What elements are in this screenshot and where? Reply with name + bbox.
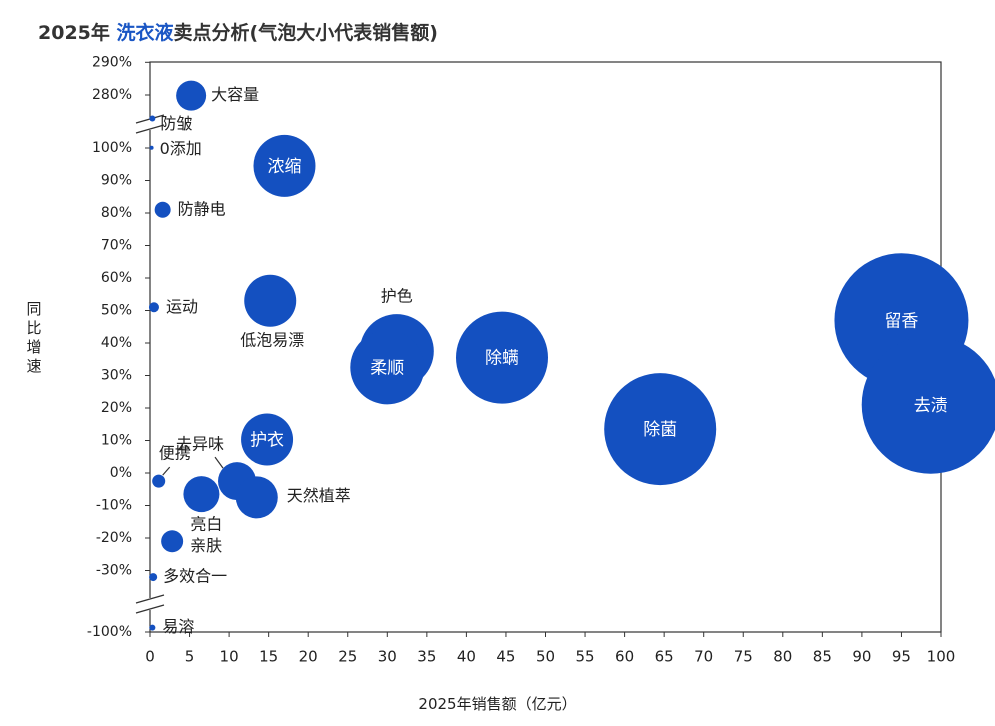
bubble-亲肤 bbox=[161, 530, 184, 553]
y-tick-label: 100% bbox=[92, 140, 132, 156]
x-tick-label: 95 bbox=[892, 648, 911, 666]
bubble-label-除菌: 除菌 bbox=[643, 420, 677, 440]
bubble-label-低泡易漂: 低泡易漂 bbox=[240, 330, 304, 349]
bubble-护衣 bbox=[241, 413, 294, 466]
bubble-除菌 bbox=[604, 373, 717, 486]
leader-line-便携 bbox=[162, 466, 171, 476]
x-tick-label: 75 bbox=[734, 648, 753, 666]
leader-line-去异味 bbox=[214, 456, 224, 469]
title-prefix: 2025年 bbox=[38, 22, 117, 44]
x-tick-label: 80 bbox=[773, 648, 792, 666]
x-tick-label: 5 bbox=[185, 648, 195, 666]
y-tick-label: 290% bbox=[92, 54, 132, 70]
bubble-label-多效合一: 多效合一 bbox=[163, 567, 227, 586]
y-tick-label: 40% bbox=[101, 335, 132, 351]
chart-title: 2025年 洗衣液卖点分析(气泡大小代表销售额) bbox=[38, 18, 438, 45]
bubble-便携 bbox=[152, 474, 166, 488]
axis-break-top-line bbox=[135, 124, 165, 134]
y-tick-label: 30% bbox=[101, 368, 132, 384]
title-highlight: 洗衣液 bbox=[116, 22, 174, 44]
bubble-label-亮白: 亮白 bbox=[190, 515, 222, 534]
bubble-天然植萃 bbox=[235, 476, 278, 519]
x-tick-label: 55 bbox=[576, 648, 595, 666]
y-tick-label: -10% bbox=[96, 498, 132, 514]
x-tick-label: 45 bbox=[496, 648, 515, 666]
x-tick-label: 60 bbox=[615, 648, 634, 666]
y-axis-label-text: 同比增速 bbox=[26, 300, 42, 375]
y-tick-label: 60% bbox=[101, 270, 132, 286]
bubble-label-浓缩: 浓缩 bbox=[267, 157, 301, 177]
x-tick-label: 20 bbox=[299, 648, 318, 666]
bubble-label-防皱: 防皱 bbox=[160, 114, 192, 133]
y-tick-label: 0% bbox=[110, 465, 132, 481]
x-tick-label: 15 bbox=[259, 648, 278, 666]
title-suffix: 卖点分析(气泡大小代表销售额) bbox=[173, 22, 438, 44]
bubble-label-去渍: 去渍 bbox=[914, 396, 948, 416]
x-tick-label: 25 bbox=[338, 648, 357, 666]
bubble-label-护衣: 护衣 bbox=[250, 431, 284, 451]
bubble-柔顺 bbox=[350, 330, 425, 405]
bubble-label-大容量: 大容量 bbox=[211, 85, 259, 104]
x-tick-label: 65 bbox=[655, 648, 674, 666]
bubble-label-护色: 护色 bbox=[381, 287, 413, 306]
bubble-label-0添加: 0添加 bbox=[160, 139, 202, 158]
bubble-大容量 bbox=[176, 80, 207, 111]
y-tick-label: 90% bbox=[101, 173, 132, 189]
bubble-label-防静电: 防静电 bbox=[178, 199, 226, 218]
axis-break-bottom-line bbox=[135, 604, 165, 614]
bubble-label-柔顺: 柔顺 bbox=[370, 358, 404, 378]
y-tick-label: 50% bbox=[101, 303, 132, 319]
bubble-label-天然植萃: 天然植萃 bbox=[287, 486, 351, 505]
axis-break-bottom-gap bbox=[136, 598, 164, 610]
bubble-亮白 bbox=[183, 476, 220, 513]
bubble-label-易溶: 易溶 bbox=[162, 617, 194, 636]
bubble-防皱 bbox=[149, 115, 156, 122]
bubble-label-亲肤: 亲肤 bbox=[190, 536, 222, 555]
x-tick-label: 40 bbox=[457, 648, 476, 666]
x-tick-label: 90 bbox=[852, 648, 871, 666]
y-tick-label: 20% bbox=[101, 400, 132, 416]
bubble-低泡易漂 bbox=[244, 274, 297, 327]
y-axis-label: 同比增速 bbox=[22, 300, 46, 376]
bubble-防静电 bbox=[154, 201, 171, 218]
x-tick-label: 35 bbox=[417, 648, 436, 666]
y-tick-label: -30% bbox=[96, 563, 132, 579]
x-tick-label: 100 bbox=[927, 648, 956, 666]
y-tick-label: 280% bbox=[92, 87, 132, 103]
y-tick-label: 10% bbox=[101, 433, 132, 449]
x-axis-label: 2025年销售额（亿元） bbox=[418, 695, 577, 713]
y-tick-label: 70% bbox=[101, 238, 132, 254]
bubble-label-留香: 留香 bbox=[884, 311, 918, 331]
x-tick-label: 50 bbox=[536, 648, 555, 666]
bubble-除螨 bbox=[455, 311, 548, 404]
axis-break-bottom-line bbox=[135, 594, 165, 604]
bubble-label-运动: 运动 bbox=[166, 297, 198, 316]
y-tick-label: -20% bbox=[96, 530, 132, 546]
x-tick-label: 85 bbox=[813, 648, 832, 666]
x-tick-label: 0 bbox=[145, 648, 155, 666]
bubble-易溶 bbox=[149, 624, 156, 631]
bubble-运动 bbox=[148, 302, 159, 313]
bubble-label-便携: 便携 bbox=[159, 444, 191, 463]
x-tick-label: 10 bbox=[220, 648, 239, 666]
x-tick-label: 30 bbox=[378, 648, 397, 666]
bubble-浓缩 bbox=[253, 134, 316, 197]
x-tick-label: 70 bbox=[694, 648, 713, 666]
y-tick-label: -100% bbox=[87, 624, 132, 640]
y-tick-label: 80% bbox=[101, 205, 132, 221]
bubble-多效合一 bbox=[149, 573, 158, 582]
bubble-0添加 bbox=[149, 145, 154, 150]
bubble-label-除螨: 除螨 bbox=[485, 349, 519, 369]
bubble-label-去异味: 去异味 bbox=[176, 435, 224, 454]
bubble-去渍 bbox=[861, 335, 995, 474]
